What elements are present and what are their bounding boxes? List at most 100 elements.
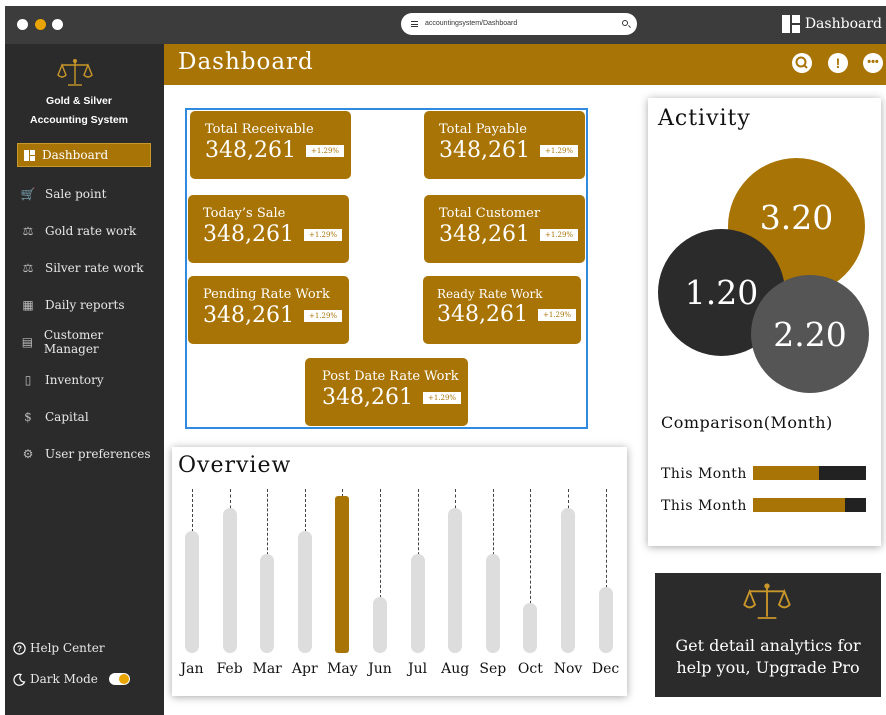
sidebar-item-user-preferences[interactable]: ⚙ User preferences	[17, 442, 152, 466]
stat-label: Total Payable	[439, 122, 527, 137]
stat-change-badge: +1.29%	[305, 144, 345, 157]
sidebar-item-label: Capital	[45, 410, 89, 424]
bar-jan[interactable]	[185, 531, 199, 653]
sidebar-item-silver-rate-work[interactable]: ⚖ Silver rate work	[17, 256, 152, 280]
stat-value: 348,261	[205, 138, 296, 163]
stat-card-total-receivable[interactable]: Total Receivable 348,261 +1.29%	[190, 111, 351, 179]
calendar-icon: ▦	[22, 298, 34, 312]
bar-guide-line	[229, 489, 231, 514]
bar-guide-line	[304, 489, 306, 537]
comparison-label: This Month	[661, 498, 747, 514]
scale-logo-icon	[57, 59, 93, 86]
sidebar-item-gold-rate-work[interactable]: ⚖ Gold rate work	[17, 219, 152, 243]
stat-change-badge: +1.29%	[539, 228, 579, 241]
bar-feb[interactable]	[222, 508, 237, 653]
bar-mar[interactable]	[260, 554, 275, 653]
stat-change-badge: +1.29%	[303, 228, 343, 241]
comparison-bar-fill	[753, 498, 845, 512]
stat-change-badge: +1.29%	[422, 391, 462, 404]
comparison-bar	[753, 466, 866, 480]
activity-value: 1.20	[684, 273, 759, 312]
sidebar-item-label: Inventory	[45, 373, 104, 387]
stat-card-pending-rate-work[interactable]: Pending Rate Work 348,261 +1.29%	[188, 276, 349, 344]
window-maximize-dot[interactable]	[52, 19, 63, 30]
sidebar-item-daily-reports[interactable]: ▦ Daily reports	[17, 293, 152, 317]
page-title: Dashboard	[178, 49, 314, 75]
sidebar-item-label: Gold rate work	[45, 224, 137, 238]
window-minimize-dot[interactable]	[35, 19, 46, 30]
sidebar: Gold & Silver Accounting System Dashboar…	[5, 44, 164, 715]
bar-guide-line	[605, 489, 607, 593]
sidebar-item-sale-point[interactable]: 🛒 Sale point	[17, 182, 152, 206]
menu-icon[interactable]	[411, 21, 418, 27]
month-label: Mar	[252, 661, 282, 677]
sidebar-item-capital[interactable]: $ Capital	[17, 405, 152, 429]
dark-mode-row: Dark Mode	[13, 672, 98, 686]
scale-icon: ⚖	[22, 224, 34, 238]
stat-change-badge: +1.29%	[303, 309, 343, 322]
bar-nov[interactable]	[561, 508, 575, 653]
money-icon: $	[24, 410, 32, 424]
stat-label: Ready Rate Work	[437, 287, 543, 301]
stat-card-post-date-rate-work[interactable]: Post Date Rate Work 348,261 +1.29%	[305, 358, 468, 426]
bar-jun[interactable]	[373, 597, 387, 653]
stat-card-todays-sale[interactable]: Today’s Sale 348,261 +1.29%	[188, 195, 349, 263]
sidebar-item-inventory[interactable]: ▯ Inventory	[17, 368, 152, 392]
scale-icon: ⚖	[22, 261, 34, 275]
bar-guide-line	[568, 489, 569, 514]
address-text: accountingsystem/Dashboard	[425, 20, 518, 27]
month-label: Sep	[479, 661, 507, 677]
brand-line-2: Accounting System	[29, 114, 129, 126]
grid-icon	[22, 148, 36, 162]
month-label: Dec	[591, 661, 620, 677]
stats-selection-frame	[185, 108, 588, 429]
window-close-dot[interactable]	[17, 19, 28, 30]
month-label: Jul	[408, 661, 428, 677]
alert-button[interactable]: !	[828, 53, 848, 73]
bar-dec[interactable]	[598, 587, 613, 653]
more-button[interactable]: •••	[863, 53, 883, 73]
bar-apr[interactable]	[297, 531, 312, 653]
activity-value: 3.20	[759, 198, 834, 237]
bar-guide-line	[455, 489, 457, 514]
document-icon: ▯	[24, 373, 32, 387]
search-icon[interactable]	[622, 20, 628, 26]
month-label: Oct	[517, 661, 543, 677]
stat-label: Pending Rate Work	[203, 287, 330, 302]
stat-card-total-payable[interactable]: Total Payable 348,261 +1.29%	[424, 111, 585, 179]
bar-guide-line	[342, 489, 344, 502]
page-header: Dashboard ! •••	[164, 44, 886, 85]
activity-title: Activity	[658, 106, 751, 131]
help-center-label: Help Center	[30, 641, 105, 655]
brand-line-1: Gold & Silver	[46, 95, 112, 107]
sidebar-item-customer-manager[interactable]: ▤ Customer Manager	[17, 328, 152, 356]
bar-jul[interactable]	[410, 554, 425, 653]
dark-mode-toggle[interactable]	[109, 673, 130, 685]
stat-value: 348,261	[203, 303, 294, 328]
help-icon: ?	[13, 641, 26, 655]
sidebar-item-label: Customer Manager	[43, 328, 104, 356]
stat-label: Total Receivable	[205, 122, 314, 137]
sidebar-item-dashboard[interactable]: Dashboard	[17, 143, 151, 167]
upgrade-line-2: help you, Upgrade Pro	[676, 658, 860, 677]
scale-logo-icon	[743, 583, 791, 619]
stat-label: Today’s Sale	[203, 206, 286, 221]
stat-card-total-customer[interactable]: Total Customer 348,261 +1.29%	[424, 195, 585, 263]
stat-label: Total Customer	[439, 206, 541, 221]
browser-dashboard-link[interactable]: Dashboard	[781, 15, 882, 33]
bar-guide-line	[492, 489, 494, 560]
upgrade-pro-card[interactable]: Get detail analytics for help you, Upgra…	[655, 573, 881, 697]
stat-value: 348,261	[203, 222, 294, 247]
search-button[interactable]	[792, 53, 812, 73]
bar-aug[interactable]	[448, 508, 463, 653]
month-label: May	[327, 661, 358, 677]
help-center-link[interactable]: ? Help Center	[13, 641, 105, 655]
bar-may[interactable]	[335, 496, 350, 653]
bar-guide-line	[417, 489, 419, 560]
bar-oct[interactable]	[523, 603, 538, 653]
stat-label: Post Date Rate Work	[322, 369, 459, 384]
address-bar[interactable]: accountingsystem/Dashboard	[401, 13, 637, 35]
stat-card-ready-rate-work[interactable]: Ready Rate Work 348,261 +1.29%	[423, 276, 581, 344]
month-label: Jan	[180, 661, 204, 677]
bar-sep[interactable]	[485, 554, 500, 653]
